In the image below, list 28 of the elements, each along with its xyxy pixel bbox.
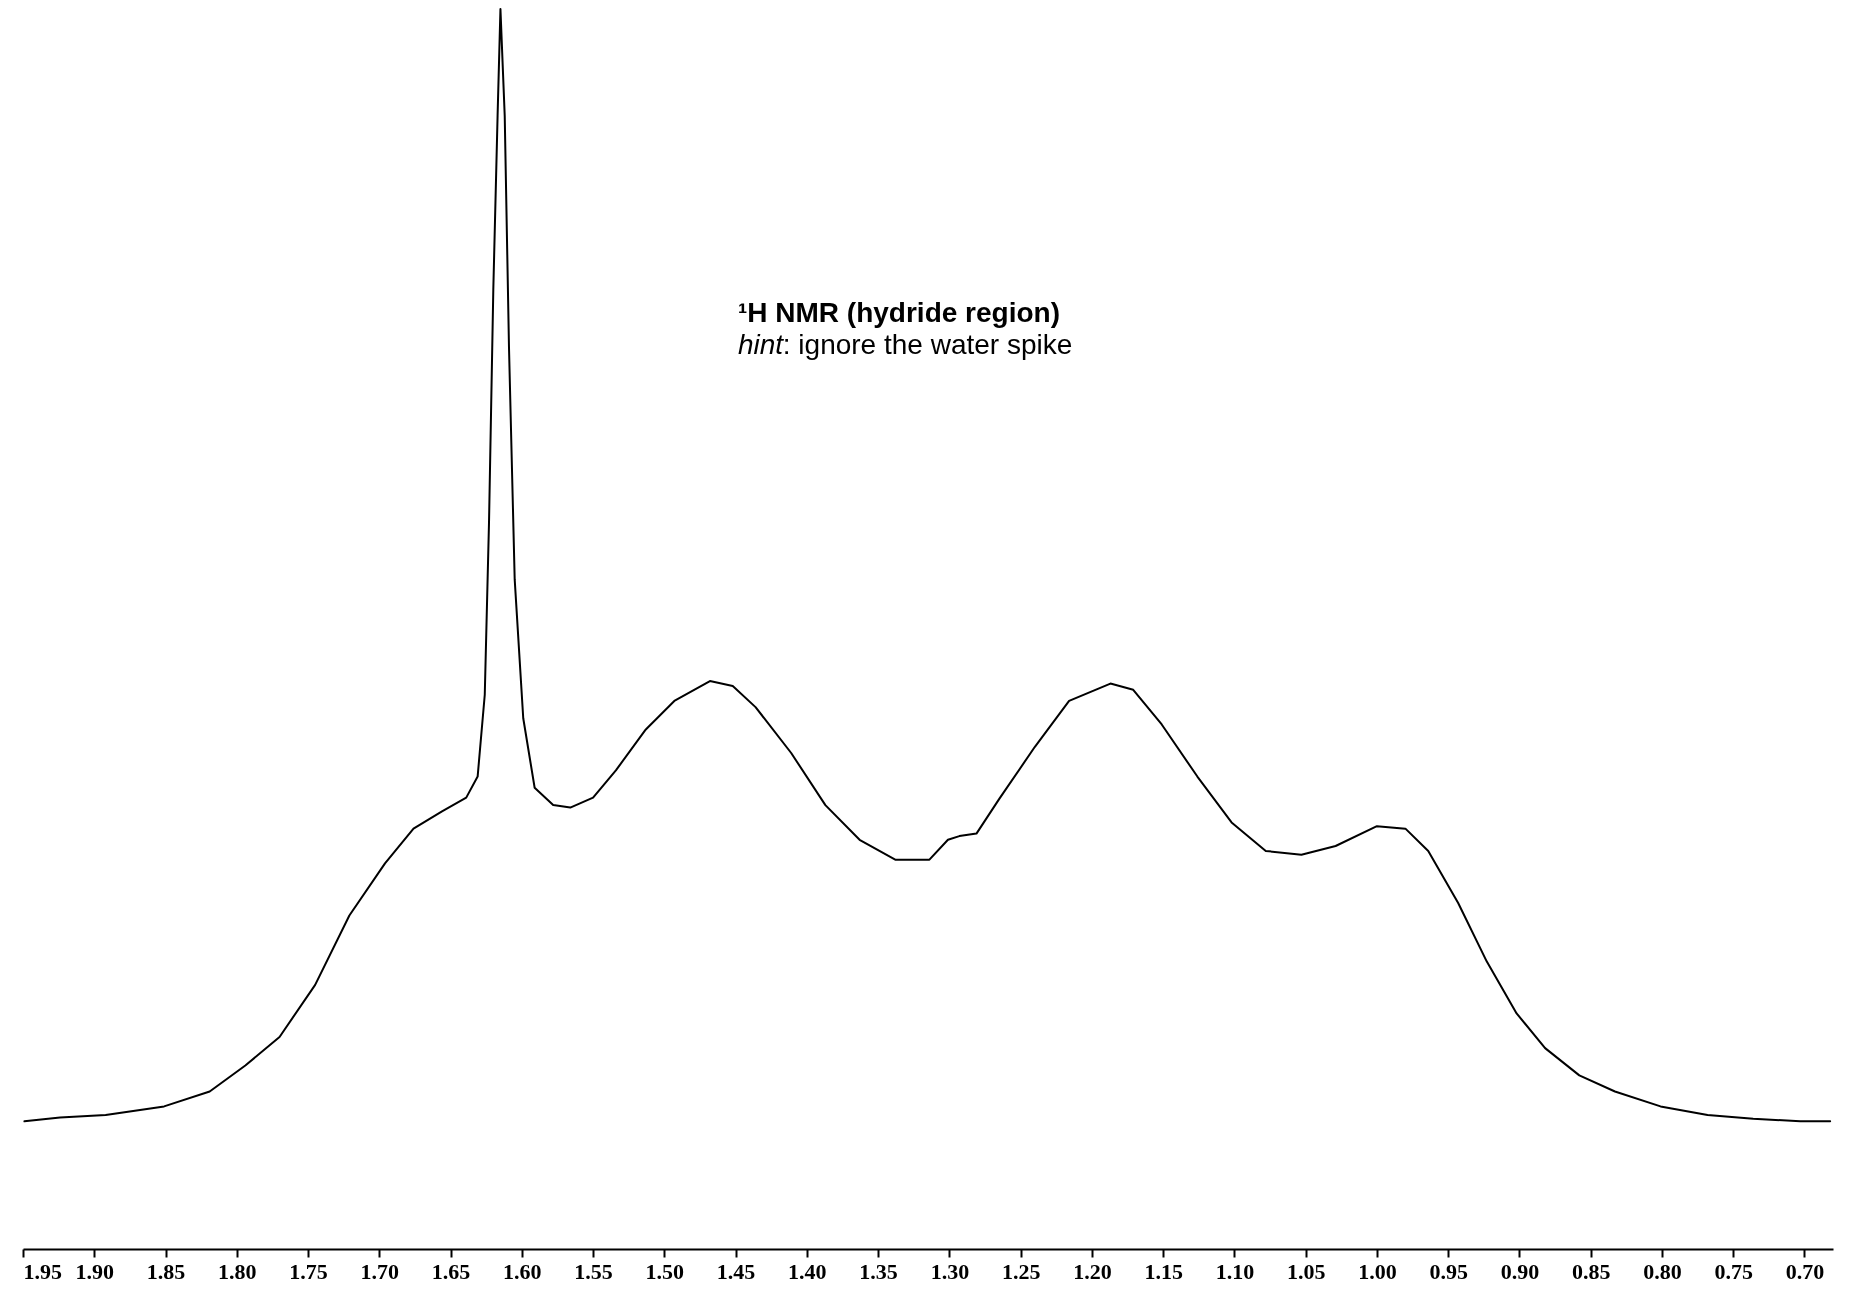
x-tick-label: 1.80 [218, 1258, 257, 1284]
x-tick-label: 1.25 [1001, 1258, 1041, 1284]
x-tick-label: 1.75 [289, 1258, 328, 1284]
text: ¹H NMR (hydride region) [738, 297, 1060, 328]
x-tick-label: 1.95 [23, 1258, 62, 1284]
x-tick-label: 1.90 [75, 1258, 115, 1284]
x-tick-label: 1.40 [788, 1258, 827, 1284]
x-tick-label: 1.45 [716, 1258, 756, 1284]
x-tick-label: 0.70 [1785, 1258, 1825, 1284]
x-tick-label: 1.15 [1144, 1258, 1183, 1284]
x-tick-label: 1.50 [645, 1258, 685, 1284]
x-tick-label: 1.85 [146, 1258, 186, 1284]
x-tick-label: 1.70 [360, 1258, 400, 1284]
x-tick-label: 1.60 [503, 1258, 542, 1284]
x-tick-label: 1.55 [574, 1258, 613, 1284]
x-tick-label: 0.80 [1643, 1258, 1682, 1284]
x-tick-label: 1.20 [1073, 1258, 1112, 1284]
x-tick-label: 1.30 [930, 1258, 970, 1284]
x-tick-label: 1.10 [1215, 1258, 1255, 1284]
x-tick-label: 1.00 [1358, 1258, 1397, 1284]
annotation: hint: ignore the water spike [738, 329, 1073, 360]
x-tick-label: 1.05 [1286, 1258, 1326, 1284]
x-tick-label: 0.85 [1571, 1258, 1611, 1284]
x-tick-label: 1.35 [859, 1258, 898, 1284]
x-tick-label: 0.95 [1429, 1258, 1468, 1284]
x-tick-label: 0.75 [1714, 1258, 1753, 1284]
x-tick-label: 0.90 [1500, 1258, 1540, 1284]
x-tick-label: 1.65 [431, 1258, 471, 1284]
